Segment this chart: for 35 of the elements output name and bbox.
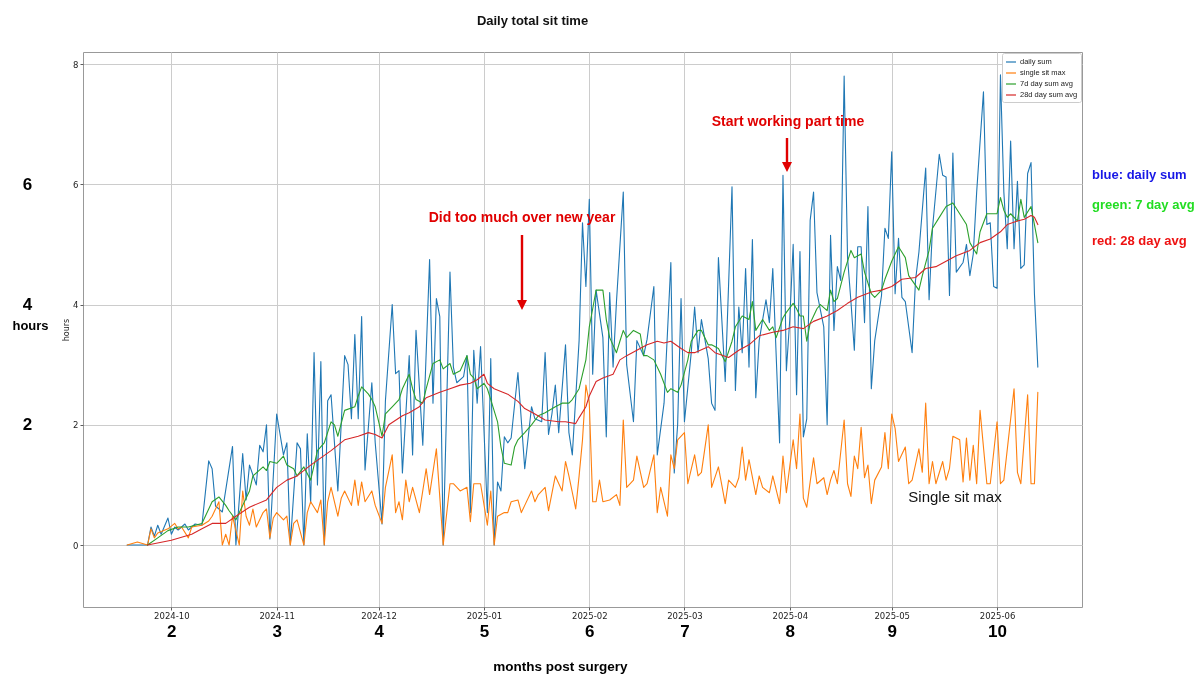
x-tick-label: 2025-03 (667, 610, 703, 621)
text: blue: daily sum (1092, 167, 1187, 182)
x2-tick-label: 2 (167, 621, 177, 641)
y-tick-label: 6 (73, 179, 79, 190)
x2-axis-title: months post surgery (493, 658, 629, 674)
line-series (126, 384, 1039, 546)
x-tick-label: 2025-05 (874, 610, 910, 621)
y-tick-label: 0 (73, 540, 79, 551)
x2-tick-label: 3 (272, 621, 282, 641)
y-tick-label: 4 (73, 300, 79, 311)
x2-tick-label: 6 (585, 621, 595, 641)
annotation: Single sit max (908, 488, 1003, 505)
y2-axis-title: hours (12, 317, 49, 333)
y2-tick-label: 4 (22, 295, 33, 315)
y-tick-label: 2 (73, 420, 79, 431)
y-tick-label: 8 (73, 59, 79, 70)
text: red: 28 day avg (1092, 233, 1187, 248)
x2-tick-label: 7 (680, 621, 690, 641)
x-tick-label: 2025-02 (572, 610, 608, 621)
x2-tick-label: 5 (479, 621, 490, 641)
x-tick-label: 2025-04 (772, 610, 809, 621)
x2-tick-label: 10 (988, 621, 1008, 641)
x-tick-label: 2025-06 (979, 610, 1016, 621)
x2-tick-label: 4 (374, 621, 385, 641)
y-axis-title: hours (62, 318, 72, 342)
y2-tick-label: 6 (22, 174, 33, 194)
text: green: 7 day avg (1092, 197, 1195, 212)
x-tick-label: 2025-01 (466, 610, 503, 621)
x2-tick-label: 8 (785, 621, 796, 641)
x2-tick-label: 9 (887, 621, 897, 641)
chart-title: Daily total sit time (476, 13, 589, 28)
x-tick-label: 2024-10 (154, 610, 190, 621)
x-tick-label: 2024-11 (259, 610, 295, 621)
x-tick-label: 2024-12 (361, 610, 397, 621)
y2-tick-label: 2 (22, 415, 33, 435)
